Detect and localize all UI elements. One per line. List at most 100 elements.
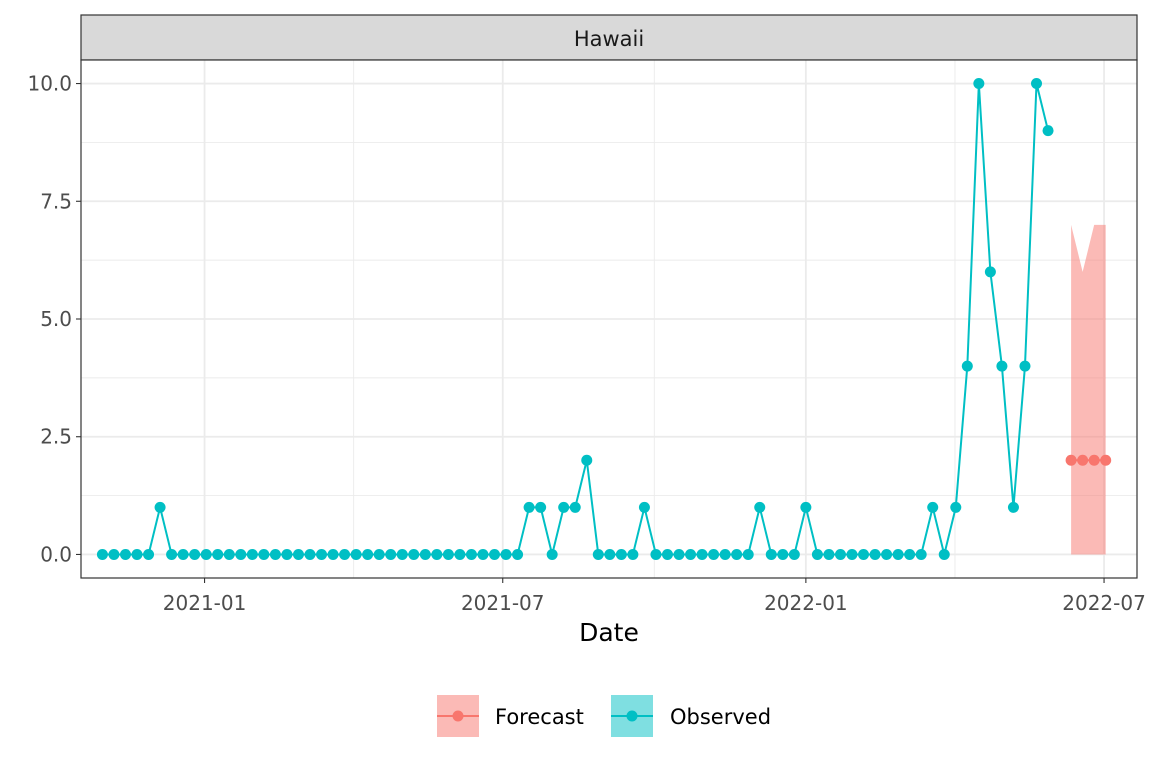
observed-point — [223, 548, 235, 560]
x-tick-label: 2022-01 — [764, 591, 848, 615]
observed-point — [454, 548, 466, 560]
facet-label: Hawaii — [574, 27, 644, 51]
legend-item-observed: Observed — [611, 695, 771, 737]
observed-point — [996, 360, 1008, 372]
y-tick-label: 0.0 — [40, 542, 72, 566]
y-tick-label: 2.5 — [40, 425, 72, 449]
observed-point — [915, 548, 927, 560]
observed-point — [731, 548, 743, 560]
observed-point — [950, 501, 962, 513]
observed-point — [189, 548, 201, 560]
forecast-point — [1088, 454, 1100, 466]
observed-point — [350, 548, 362, 560]
observed-point — [177, 548, 189, 560]
observed-point — [858, 548, 870, 560]
observed-point — [800, 501, 812, 513]
observed-point — [984, 266, 996, 278]
observed-point — [465, 548, 477, 560]
y-tick-label: 7.5 — [40, 189, 72, 213]
observed-point — [777, 548, 789, 560]
facet-strip — [80, 14, 1138, 61]
observed-point — [1042, 125, 1054, 137]
x-tick-label: 2021-07 — [461, 591, 545, 615]
forecast-band-layer — [1071, 224, 1106, 555]
observed-point — [696, 548, 708, 560]
observed-point — [581, 454, 593, 466]
observed-point — [512, 548, 524, 560]
observed-point — [661, 548, 673, 560]
forecast-point — [1100, 454, 1112, 466]
observed-point — [961, 360, 973, 372]
observed-point — [108, 548, 120, 560]
forecast-band — [1071, 224, 1106, 555]
observed-point — [846, 548, 858, 560]
x-tick-label: 2022-07 — [1062, 591, 1146, 615]
observed-point — [546, 548, 558, 560]
y-tick-label: 10.0 — [27, 72, 72, 96]
observed-point — [1031, 78, 1043, 90]
observed-point — [246, 548, 258, 560]
forecast-point — [1065, 454, 1077, 466]
observed-point — [408, 548, 420, 560]
observed-point — [119, 548, 131, 560]
observed-point — [200, 548, 212, 560]
observed-point — [269, 548, 281, 560]
observed-point — [235, 548, 247, 560]
observed-point — [431, 548, 443, 560]
observed-point — [523, 501, 535, 513]
observed-point — [212, 548, 224, 560]
observed-point — [258, 548, 270, 560]
legend-label-observed: Observed — [670, 705, 771, 729]
observed-point — [788, 548, 800, 560]
observed-point — [535, 501, 547, 513]
observed-point — [685, 548, 697, 560]
observed-point — [881, 548, 893, 560]
observed-point — [131, 548, 143, 560]
legend: Forecast Observed — [437, 695, 771, 737]
observed-point — [96, 548, 108, 560]
observed-point — [362, 548, 374, 560]
x-tick-label: 2021-01 — [163, 591, 247, 615]
observed-point — [719, 548, 731, 560]
observed-point — [834, 548, 846, 560]
observed-point — [650, 548, 662, 560]
observed-point — [154, 501, 166, 513]
y-axis: 0.0 2.5 5.0 7.5 10.0 — [27, 72, 81, 566]
observed-point — [327, 548, 339, 560]
observed-point — [477, 548, 489, 560]
legend-item-forecast: Forecast — [437, 695, 584, 737]
observed-point — [500, 548, 512, 560]
legend-key-forecast-point — [452, 710, 464, 722]
observed-point — [442, 548, 454, 560]
observed-point — [754, 501, 766, 513]
forecast-point — [1077, 454, 1089, 466]
observed-point — [558, 501, 570, 513]
legend-label-forecast: Forecast — [495, 705, 584, 729]
observed-point — [823, 548, 835, 560]
observed-point — [304, 548, 316, 560]
observed-point — [143, 548, 155, 560]
observed-point — [708, 548, 720, 560]
observed-point — [419, 548, 431, 560]
x-axis: 2021-01 2021-07 2022-01 2022-07 — [163, 578, 1146, 615]
observed-point — [339, 548, 351, 560]
observed-point — [811, 548, 823, 560]
observed-point — [742, 548, 754, 560]
observed-point — [396, 548, 408, 560]
observed-point — [938, 548, 950, 560]
x-axis-title: Date — [579, 618, 639, 647]
observed-point — [904, 548, 916, 560]
series-point-layer — [96, 78, 1112, 560]
observed-point — [765, 548, 777, 560]
observed-point — [373, 548, 385, 560]
observed-point — [1019, 360, 1031, 372]
observed-point — [627, 548, 639, 560]
observed-point — [1007, 501, 1019, 513]
observed-point — [292, 548, 304, 560]
observed-point — [615, 548, 627, 560]
observed-point — [673, 548, 685, 560]
observed-point — [927, 501, 939, 513]
legend-key-observed-point — [626, 710, 638, 722]
observed-point — [592, 548, 604, 560]
